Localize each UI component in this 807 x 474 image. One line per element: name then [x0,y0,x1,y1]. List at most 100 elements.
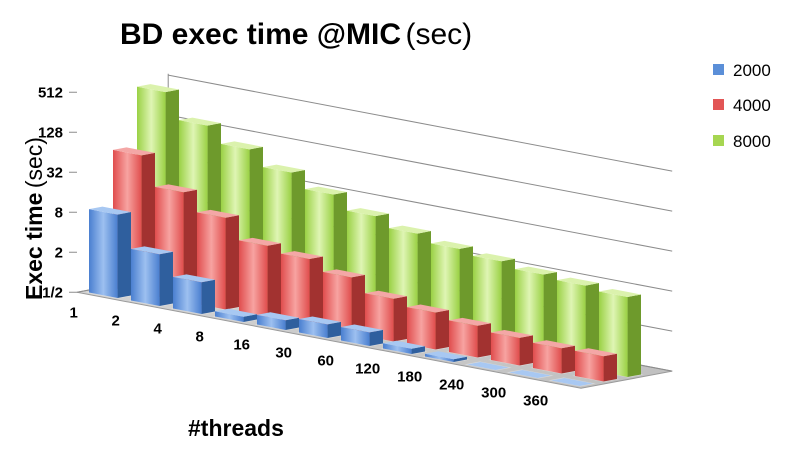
bar-side [411,346,425,354]
legend-item-4000: 4000 [713,96,771,115]
bar-front [383,343,412,354]
bar-4000-240 [491,329,533,366]
bar-side [543,272,557,361]
bar-4000-16 [281,251,323,326]
bar-4000-8 [239,237,281,318]
bar-side [159,251,173,306]
bar-side [477,323,491,358]
y-tick-label: 128 [38,124,63,141]
bar-top [449,317,491,326]
bar-top [89,206,131,215]
bar-front [239,240,268,318]
x-tick-label: 16 [233,336,250,353]
bar-top [509,370,551,378]
x-tick-label: 360 [523,392,548,409]
legend-swatch-2000 [713,64,724,75]
bar-top [491,329,533,338]
bar-side [267,243,281,318]
bar-top [473,253,515,262]
bar-front [281,253,310,326]
x-tick-label: 240 [439,376,464,393]
x-tick-label: 4 [154,320,163,337]
bar-2000-4 [173,274,215,314]
bar-top [239,237,281,246]
bar-2000-8 [215,308,257,322]
y-tick-label: 32 [46,164,63,181]
x-tick-label: 2 [112,312,120,329]
y-tick-label: 8 [55,204,63,221]
bar-front [215,311,244,322]
x-tick-label: 1 [70,304,78,321]
bar-front [323,271,352,334]
y-tick-label: 1/2 [42,284,63,301]
bar-front [491,332,520,366]
bar-4000-120 [407,304,449,350]
bar-side [627,294,641,377]
bar-2000-30 [299,316,341,338]
chart-title: BD exec time @MIC (sec) [120,18,472,51]
bar-top [599,289,641,297]
bar-2000-1 [89,206,131,298]
bar-top [257,312,299,321]
bar-8000-240 [515,266,557,361]
legend-label-2000: 2000 [733,61,771,80]
bar-top [407,304,449,313]
bar-2000-300 [509,370,551,378]
bar-2000-180 [425,351,467,362]
bar-side [435,310,449,350]
bar-front [173,276,202,314]
legend-swatch-8000 [713,135,724,146]
bar-side [285,317,299,330]
bar-front [257,314,286,330]
legend-swatch-4000 [713,99,724,110]
bar-front [449,320,478,358]
bar-4000-60 [365,290,407,342]
legend-label-4000: 4000 [733,96,771,115]
bar-top [515,266,557,275]
bar-front [425,353,454,362]
bar-top [113,147,155,156]
bar-top [263,164,305,173]
bar-top [551,378,593,386]
bar-front [341,326,370,346]
bar-side [603,353,617,382]
bar-top [467,362,509,370]
bar-side [519,335,533,366]
bar-top [557,277,599,286]
x-tick-label: 180 [397,368,422,385]
bar-front [407,307,436,350]
bar-side [117,212,131,298]
bar-front [131,248,160,306]
bar-top [365,290,407,299]
legend: 2000 4000 8000 [713,61,771,151]
bar-top [425,351,467,360]
bar-2000-360 [551,378,593,386]
legend-label-8000: 8000 [733,132,771,151]
bar-2000-60 [341,324,383,346]
bar-top [281,251,323,260]
bar-top [341,324,383,333]
bar-top [383,340,425,349]
bar-side [369,329,383,346]
y-tick-label: 2 [55,244,63,261]
bar-side [309,256,323,326]
bar-top [347,208,389,217]
x-tick-label: 8 [196,328,204,345]
bar-2000-2 [131,246,173,306]
bar-side [327,321,341,338]
y-tick-label: 512 [38,84,63,101]
bar-front [89,209,118,298]
x-tick-label: 30 [275,344,292,361]
bar-top [131,246,173,255]
bar-side [453,356,467,362]
bar-top [533,340,575,349]
gridline [168,74,673,172]
bar-top [305,186,347,195]
bar-4000-300 [533,340,575,374]
y-axis-label: Exec time (sec) [21,137,47,300]
bar-4000-360 [575,348,617,382]
bar-side [183,189,197,302]
bar-top [215,308,257,317]
bar-side [201,279,215,314]
